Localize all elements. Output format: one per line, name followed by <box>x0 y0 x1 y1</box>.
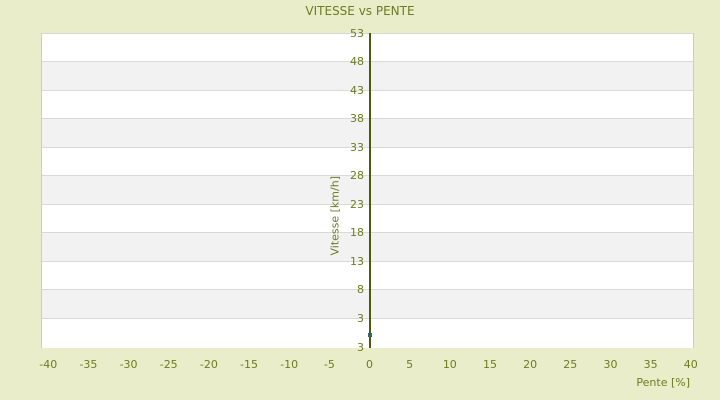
x-tick-label: 5 <box>406 358 414 371</box>
y-tick-label: 23 <box>350 197 364 211</box>
x-tick-label: -20 <box>199 358 218 371</box>
x-tick-label: 35 <box>643 358 658 371</box>
x-tick-label: -35 <box>79 358 98 371</box>
plot-band <box>42 289 693 318</box>
plot-band <box>42 118 693 147</box>
y-axis-line <box>368 33 371 348</box>
y-gridline <box>42 89 693 91</box>
y-tick-label: 3 <box>357 311 364 325</box>
y-gridline <box>42 232 693 234</box>
y-gridline <box>42 175 693 177</box>
y-tick-label: 48 <box>350 55 364 69</box>
x-tick-label: 40 <box>683 358 698 371</box>
y-gridline <box>42 317 693 319</box>
x-tick-label: -10 <box>280 358 299 371</box>
x-tick-label: -40 <box>39 358 58 371</box>
data-point-marker <box>367 332 372 337</box>
x-tick-label: 0 <box>366 358 373 371</box>
y-gridline <box>42 146 693 148</box>
y-gridline <box>42 33 693 34</box>
y-tick-label: 13 <box>350 254 364 268</box>
plot-band <box>42 260 693 290</box>
plot-band <box>42 61 693 90</box>
x-tick-label: -30 <box>119 358 138 371</box>
plot-band <box>42 146 693 176</box>
x-tick-label: 20 <box>523 358 538 371</box>
y-tick-label: 38 <box>350 112 364 126</box>
y-gridline <box>42 61 693 63</box>
x-axis-title: Pente [%] <box>636 376 690 389</box>
x-tick-label: 25 <box>563 358 578 371</box>
plot-band <box>42 175 693 204</box>
y-gridline <box>42 118 693 120</box>
x-tick-label: -25 <box>159 358 178 371</box>
x-tick-label: 10 <box>442 358 457 371</box>
y-gridline <box>42 289 693 291</box>
plot-band <box>42 203 693 233</box>
y-tick-label: 43 <box>350 83 364 97</box>
x-tick-label: 30 <box>603 358 618 371</box>
y-gridline <box>42 260 693 262</box>
plot-area <box>41 33 694 348</box>
x-tick-label: -5 <box>323 358 335 371</box>
x-tick-label: -15 <box>240 358 258 371</box>
x-tick-label: 15 <box>482 358 497 371</box>
y-gridline <box>42 203 693 205</box>
y-axis-bottom-edge-label: 3 <box>357 341 364 354</box>
y-tick-label: 33 <box>350 140 364 154</box>
y-tick-label: 28 <box>350 169 364 183</box>
y-tick-label: 8 <box>357 283 364 297</box>
plot-band <box>42 89 693 119</box>
y-tick-label: 53 <box>350 27 364 40</box>
y-axis-title: Vitesse [km/h] <box>328 176 342 256</box>
plot-band <box>42 232 693 261</box>
y-tick-label: 18 <box>350 226 364 240</box>
plot-band <box>42 33 693 62</box>
chart-title: VITESSE vs PENTE <box>305 4 415 18</box>
